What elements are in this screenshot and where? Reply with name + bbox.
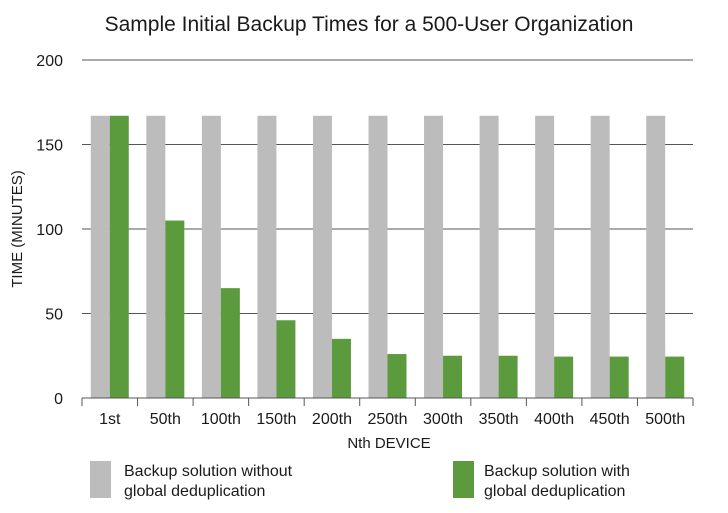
bar-without-dedup bbox=[424, 115, 444, 399]
bar-with-dedup bbox=[498, 355, 518, 398]
legend: Backup solution without global deduplicat… bbox=[90, 461, 630, 500]
bar-without-dedup bbox=[646, 115, 666, 399]
axes: 0 50 100 150 200 1st 50th 100th 150th 200th 250th 3… bbox=[36, 53, 694, 428]
x-tick-label: 500th bbox=[645, 411, 685, 428]
y-axis-title: TIME (MINUTES) bbox=[9, 170, 26, 288]
bar-without-dedup bbox=[257, 115, 277, 399]
bar-with-dedup bbox=[109, 115, 129, 399]
bar-without-dedup bbox=[146, 115, 166, 399]
x-tick-label: 300th bbox=[423, 411, 463, 428]
legend-swatch-with-dedup bbox=[453, 461, 474, 498]
y-tick-label: 0 bbox=[54, 391, 63, 408]
legend-label: Backup solution with bbox=[484, 463, 630, 480]
y-tick-label: 100 bbox=[36, 222, 63, 239]
bar-with-dedup bbox=[609, 356, 629, 398]
bar-with-dedup bbox=[387, 354, 407, 398]
x-tick-label: 250th bbox=[367, 411, 407, 428]
bar-with-dedup bbox=[554, 356, 574, 398]
bar-without-dedup bbox=[90, 115, 110, 399]
x-tick-label: 400th bbox=[534, 411, 574, 428]
x-tick-label: 100th bbox=[201, 411, 241, 428]
bars bbox=[90, 115, 685, 399]
legend-label: Backup solution without bbox=[124, 463, 293, 480]
bar-without-dedup bbox=[535, 115, 555, 399]
bar-with-dedup bbox=[331, 338, 351, 398]
x-tick-label: 1st bbox=[99, 411, 121, 428]
x-tick-label: 350th bbox=[479, 411, 519, 428]
x-tick-label: 150th bbox=[256, 411, 296, 428]
bar-without-dedup bbox=[312, 115, 332, 399]
y-tick-label: 50 bbox=[45, 307, 63, 324]
bar-with-dedup bbox=[165, 220, 185, 398]
x-axis-title: Nth DEVICE bbox=[347, 435, 430, 452]
legend-label: global deduplication bbox=[124, 483, 265, 500]
x-tick-label: 450th bbox=[590, 411, 630, 428]
bar-without-dedup bbox=[201, 115, 221, 399]
bar-without-dedup bbox=[590, 115, 610, 399]
y-tick-label: 150 bbox=[36, 138, 63, 155]
x-tick-label: 50th bbox=[150, 411, 181, 428]
bar-with-dedup bbox=[443, 355, 463, 398]
chart-title: Sample Initial Backup Times for a 500-Us… bbox=[105, 13, 634, 36]
legend-label: global deduplication bbox=[484, 483, 625, 500]
y-tick-label: 200 bbox=[36, 53, 63, 70]
bar-without-dedup bbox=[368, 115, 388, 399]
bar-with-dedup bbox=[665, 356, 685, 398]
bar-without-dedup bbox=[479, 115, 499, 399]
legend-swatch-without-dedup bbox=[90, 461, 111, 498]
x-tick-label: 200th bbox=[312, 411, 352, 428]
bar-with-dedup bbox=[220, 288, 240, 398]
bar-with-dedup bbox=[276, 320, 296, 398]
